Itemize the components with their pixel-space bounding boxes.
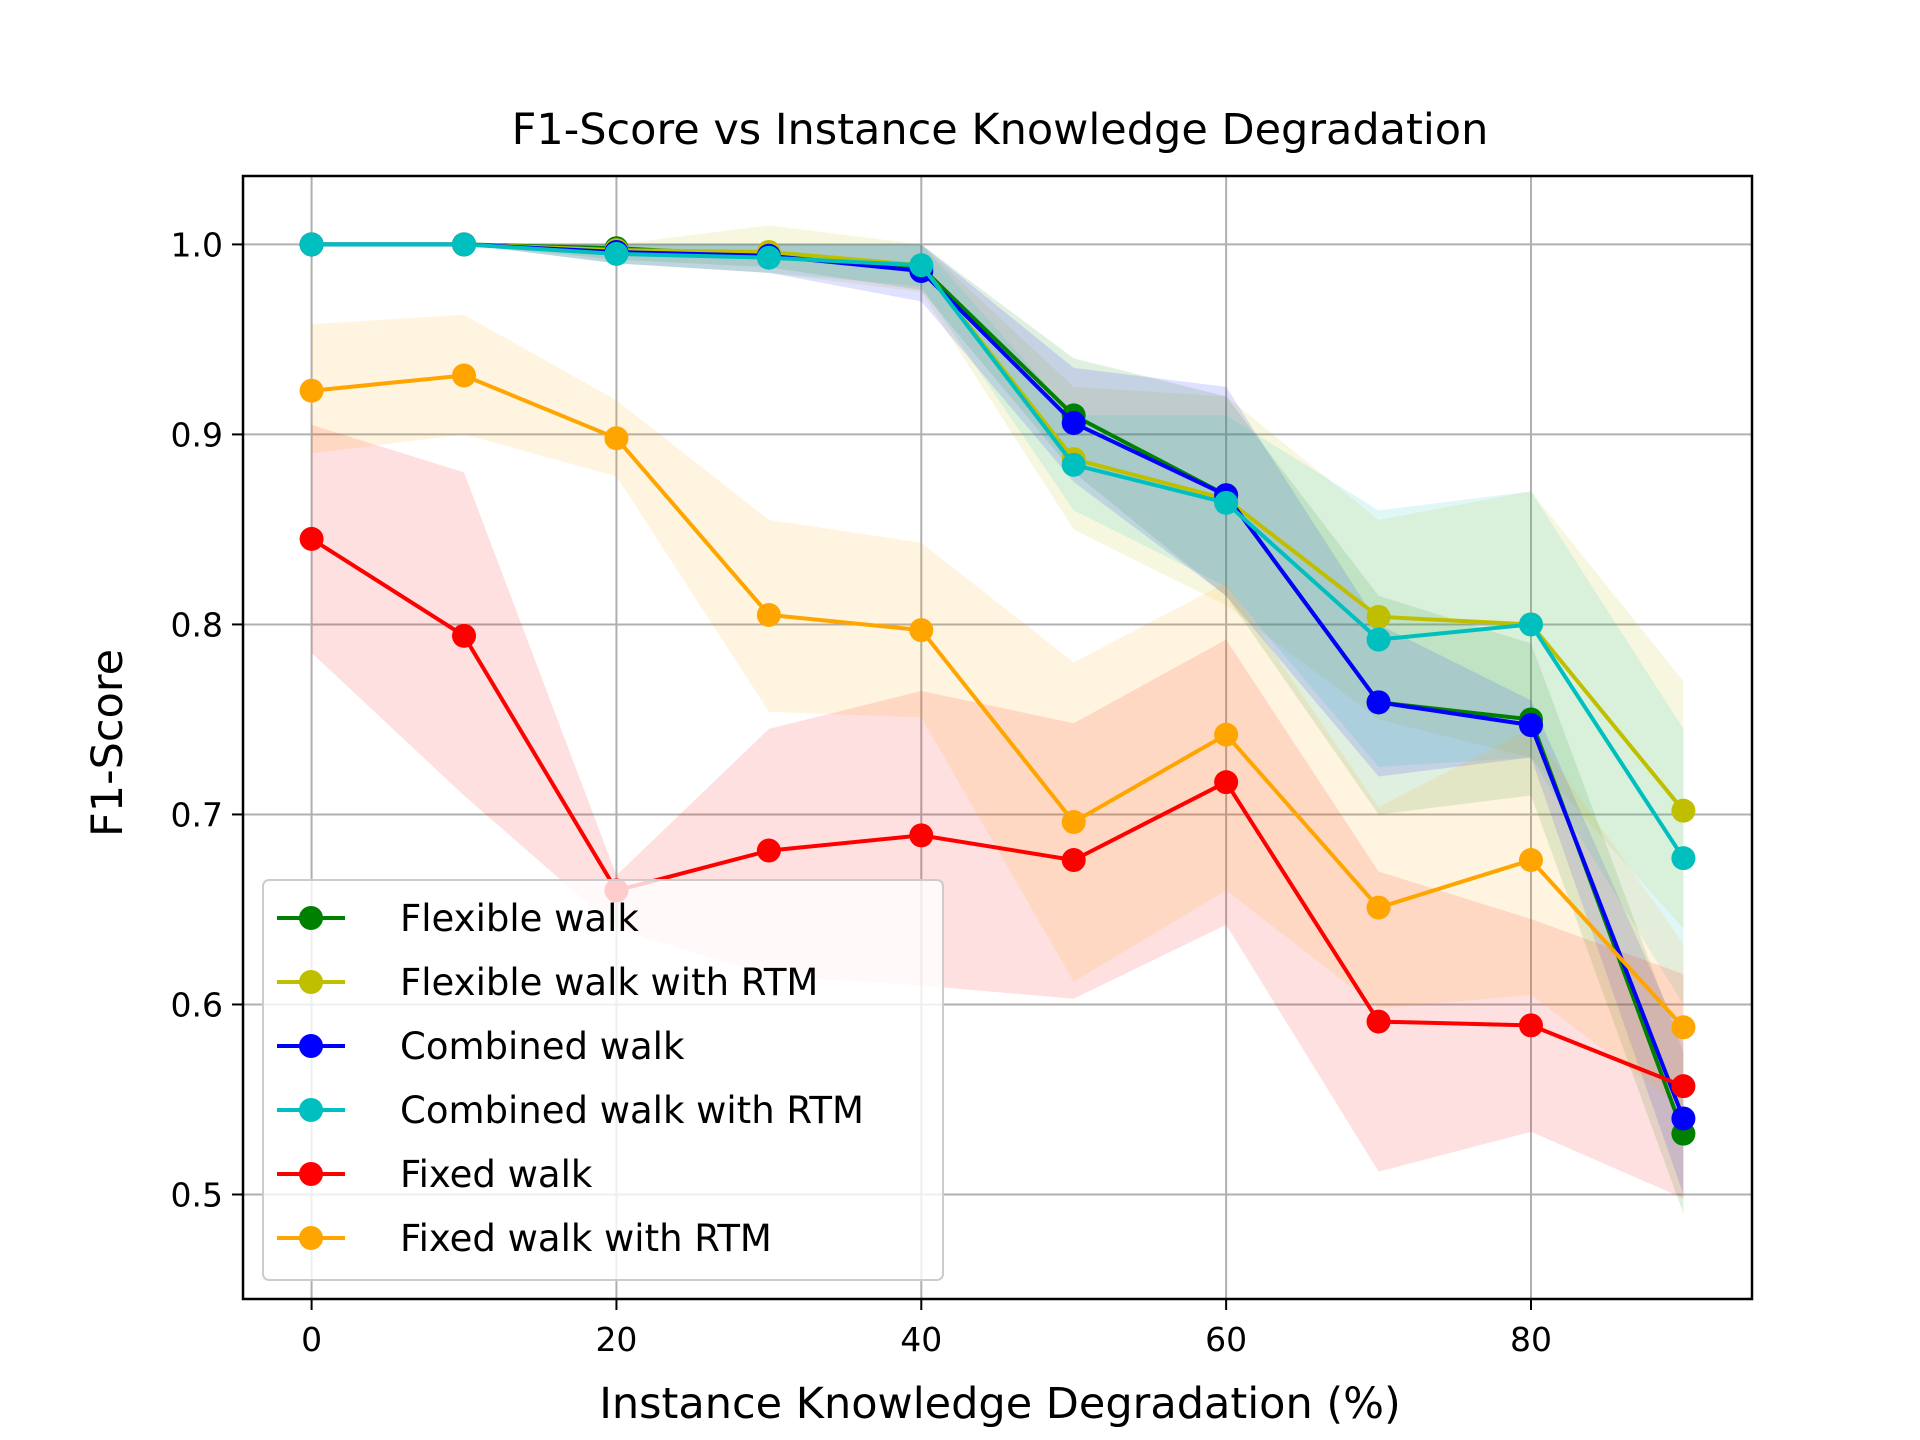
point-series-6 — [909, 618, 934, 643]
x-axis-label: Instance Knowledge Degradation (%) — [599, 1379, 1401, 1429]
line-series-6 — [311, 373, 1685, 1029]
legend-label: Fixed walk — [400, 1153, 593, 1196]
y-tick-label: 0.5 — [171, 1175, 223, 1214]
axes-frame — [241, 174, 1754, 1301]
point-series-5 — [452, 623, 477, 648]
legend: Flexible walk Flexible walk with RTM Combi… — [262, 879, 944, 1281]
legend-swatch-marker — [299, 1098, 323, 1122]
legend-swatch-marker — [299, 1162, 323, 1186]
point-series-3 — [1061, 411, 1086, 436]
point-series-4 — [1518, 612, 1543, 637]
point-series-4 — [1061, 452, 1086, 477]
point-series-4 — [604, 241, 629, 266]
legend-item: Flexible walk with RTM — [277, 961, 818, 1004]
point-series-5 — [909, 823, 934, 848]
point-series-6 — [604, 426, 629, 451]
point-series-4 — [1366, 627, 1391, 652]
point-series-4 — [1214, 490, 1239, 515]
point-series-3 — [1671, 1106, 1696, 1131]
y-tick-label: 0.7 — [171, 795, 223, 834]
y-axis-label: F1-Score — [83, 649, 133, 837]
band-series-6 — [311, 314, 1684, 1109]
plot-area: 0 20 40 60 80 0.5 0.6 0.7 0.8 0.9 1.0 Flexible walk… — [171, 174, 1754, 1359]
point-series-6 — [1366, 895, 1391, 920]
legend-item: Flexible walk — [277, 897, 639, 940]
legend-item: Fixed walk with RTM — [277, 1217, 772, 1260]
y-tick-label: 0.9 — [171, 415, 223, 454]
point-series-6 — [452, 363, 477, 388]
legend-item: Combined walk with RTM — [277, 1089, 864, 1132]
point-series-4 — [452, 232, 477, 257]
legend-label: Flexible walk with RTM — [400, 961, 818, 1004]
x-tick-label: 0 — [301, 1320, 322, 1359]
legend-swatch-marker — [299, 1034, 323, 1058]
line-series-4 — [311, 242, 1686, 860]
point-series-3 — [1518, 713, 1543, 738]
point-series-5 — [1518, 1013, 1543, 1038]
band-series-3 — [311, 244, 1684, 1195]
legend-swatch-marker — [299, 970, 323, 994]
point-series-4 — [1671, 846, 1696, 871]
point-series-6 — [299, 378, 324, 403]
point-series-5 — [299, 526, 324, 551]
point-series-6 — [1518, 848, 1543, 873]
point-series-4 — [299, 232, 324, 257]
point-series-2 — [1671, 798, 1696, 823]
legend-label: Fixed walk with RTM — [400, 1217, 772, 1260]
point-series-6 — [1671, 1015, 1696, 1040]
point-series-6 — [756, 602, 781, 627]
band-series-5 — [311, 424, 1684, 1199]
point-series-4 — [909, 253, 934, 278]
legend-label: Combined walk with RTM — [400, 1089, 864, 1132]
point-series-6 — [1061, 810, 1086, 835]
point-series-3 — [1366, 690, 1391, 715]
band-series-1 — [311, 244, 1684, 1214]
point-series-5 — [756, 838, 781, 863]
x-tick-label: 20 — [595, 1320, 637, 1359]
band-series-4 — [311, 244, 1684, 1005]
legend-swatch-marker — [299, 906, 323, 930]
y-tick-label: 1.0 — [171, 225, 223, 264]
line-series-5 — [310, 537, 1685, 1089]
legend-item: Combined walk — [277, 1025, 685, 1068]
point-series-4 — [756, 245, 781, 270]
legend-label: Flexible walk — [400, 897, 639, 940]
legend-box — [262, 879, 944, 1281]
x-tick-label: 60 — [1205, 1320, 1247, 1359]
legend-label: Combined walk — [400, 1025, 685, 1068]
legend-swatch-marker — [299, 1226, 323, 1250]
y-tick-label: 0.6 — [171, 985, 223, 1024]
legend-item: Fixed walk — [277, 1153, 593, 1196]
x-tick-label: 80 — [1510, 1320, 1552, 1359]
point-series-5 — [1214, 770, 1239, 795]
x-tick-label: 40 — [900, 1320, 942, 1359]
point-series-2 — [1366, 604, 1391, 629]
y-tick-label: 0.8 — [171, 605, 223, 644]
point-series-6 — [1214, 722, 1239, 747]
point-series-5 — [1671, 1074, 1696, 1099]
point-series-5 — [1366, 1009, 1391, 1034]
point-series-5 — [1061, 848, 1086, 873]
chart-title: F1-Score vs Instance Knowledge Degradati… — [512, 105, 1489, 155]
